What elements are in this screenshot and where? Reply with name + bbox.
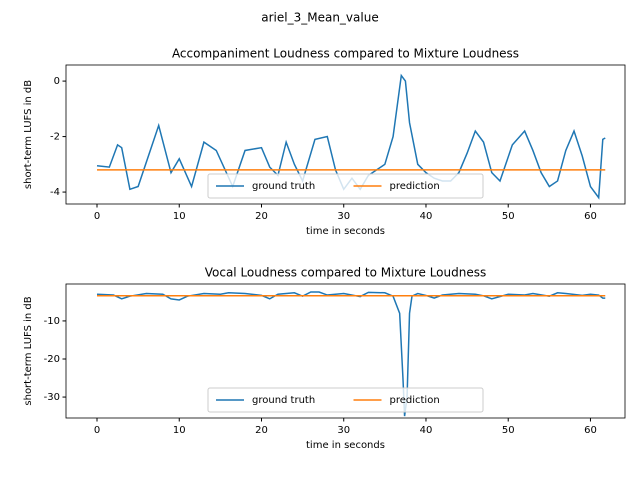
x-tick-label: 30 xyxy=(337,211,350,222)
y-tick-label: -30 xyxy=(44,392,60,403)
legend-label: ground truth xyxy=(252,181,315,192)
y-tick-label: -4 xyxy=(50,187,60,198)
figure-title: ariel_3_Mean_value xyxy=(261,11,378,25)
legend-box xyxy=(207,173,484,199)
legend-box xyxy=(207,387,484,413)
x-tick-label: 50 xyxy=(502,211,515,222)
y-tick-label: 0 xyxy=(54,76,60,87)
legend-label: prediction xyxy=(390,395,440,406)
x-tick-label: 0 xyxy=(94,211,100,222)
y-tick-label: -2 xyxy=(50,132,60,143)
x-tick-label: 20 xyxy=(255,425,268,436)
y-axis-label: short-term LUFS in dB xyxy=(23,80,34,189)
x-tick-label: 20 xyxy=(255,211,268,222)
data-line xyxy=(96,73,606,200)
legend-label: prediction xyxy=(390,181,440,192)
axes-title: Vocal Loudness compared to Mixture Loudn… xyxy=(205,266,487,280)
x-tick-label: 30 xyxy=(337,425,350,436)
x-axis-label: time in seconds xyxy=(306,226,385,237)
x-tick-label: 10 xyxy=(173,211,186,222)
axes-frame xyxy=(65,64,626,205)
legend-label: ground truth xyxy=(252,395,315,406)
x-tick-label: 10 xyxy=(173,425,186,436)
y-axis-label: short-term LUFS in dB xyxy=(23,296,34,405)
axes-frame xyxy=(65,283,626,419)
x-tick-label: 40 xyxy=(420,211,433,222)
y-tick-label: -20 xyxy=(44,354,60,365)
x-axis-label: time in seconds xyxy=(306,440,385,451)
x-tick-label: 40 xyxy=(420,425,433,436)
x-tick-label: 60 xyxy=(584,425,597,436)
x-tick-label: 0 xyxy=(94,425,100,436)
axes-title: Accompaniment Loudness compared to Mixtu… xyxy=(172,47,519,61)
x-tick-label: 50 xyxy=(502,425,515,436)
y-tick-label: -10 xyxy=(44,316,60,327)
x-tick-label: 60 xyxy=(584,211,597,222)
